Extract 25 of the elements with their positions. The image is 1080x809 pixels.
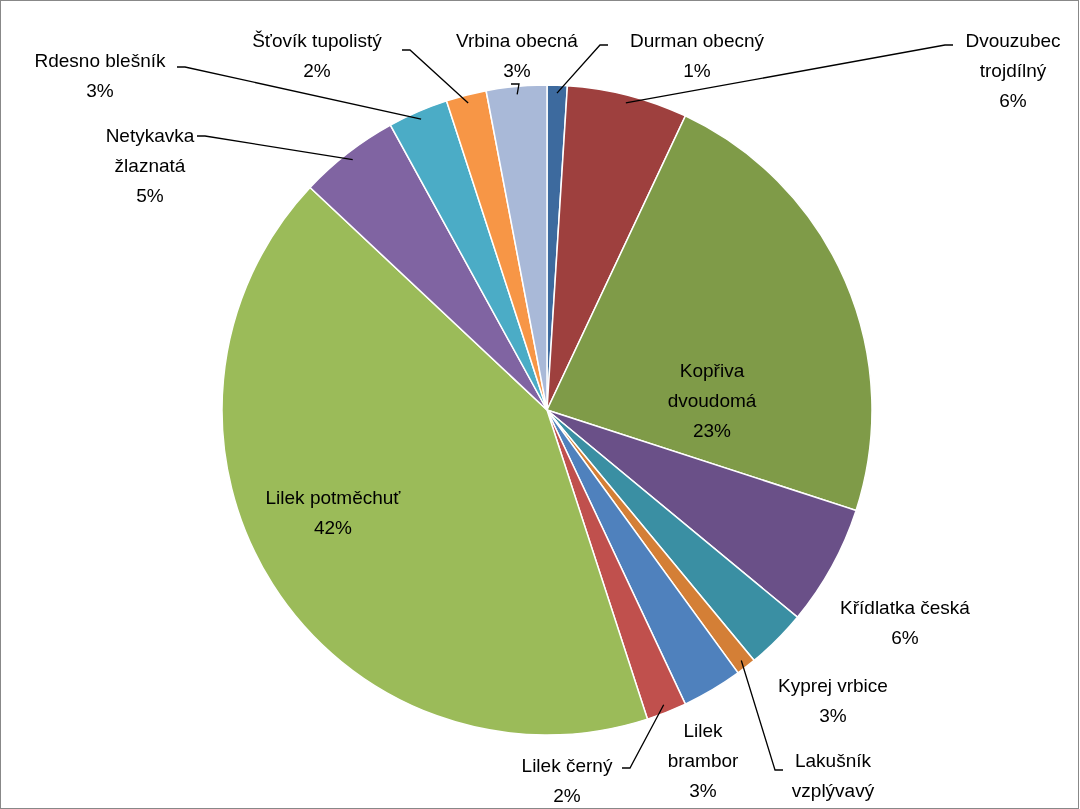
data-label: 42% bbox=[313, 517, 353, 538]
slice-label: Vrbina obecná bbox=[456, 30, 579, 51]
slice-label: Lilek brambor bbox=[667, 720, 740, 771]
data-label: 2% bbox=[303, 60, 331, 81]
slice-label: Dvouzubec trojdílný bbox=[965, 30, 1061, 81]
slice-label: Lilek černý bbox=[521, 755, 613, 776]
slice-label: Šťovík tupolistý bbox=[252, 30, 383, 51]
data-label: 6% bbox=[999, 90, 1027, 111]
slice-label: Kopřiva dvoudomá bbox=[667, 360, 757, 411]
data-label: 3% bbox=[819, 705, 847, 726]
data-label: 1% bbox=[683, 60, 711, 81]
data-label: 6% bbox=[891, 627, 919, 648]
data-label: 3% bbox=[689, 780, 717, 801]
data-label: 3% bbox=[86, 80, 114, 101]
slice-label: Netykavka žlaznatá bbox=[105, 125, 195, 176]
slice-label: Lilek potměchuť bbox=[265, 487, 402, 508]
data-label: 3% bbox=[503, 60, 531, 81]
slice-label: Rdesno blešník bbox=[34, 50, 166, 71]
data-label: 23% bbox=[692, 420, 732, 441]
slice-label: Kyprej vrbice bbox=[778, 675, 888, 696]
data-label: 5% bbox=[136, 185, 164, 206]
slice-label: Křídlatka česká bbox=[840, 597, 971, 618]
slice-label: Lakušník vzplývavý bbox=[791, 750, 875, 801]
data-label: 2% bbox=[553, 785, 581, 806]
slice-label: Durman obecný bbox=[629, 30, 765, 51]
